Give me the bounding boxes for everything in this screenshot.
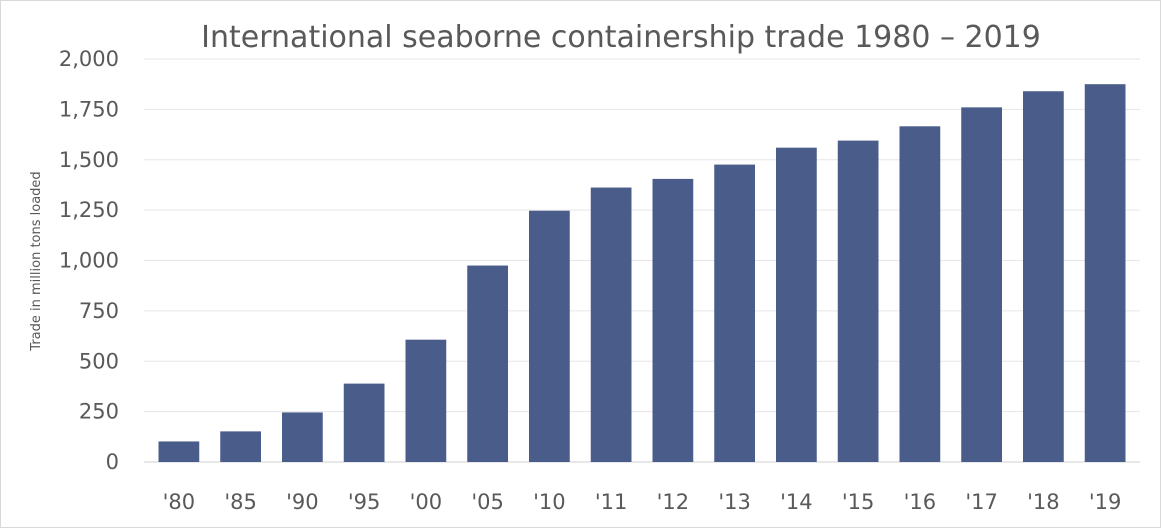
x-tick-label: '80 [163,490,196,514]
y-tick-label: 500 [79,349,119,373]
y-tick-label: 1,000 [59,249,119,273]
x-tick-label: '11 [595,490,628,514]
bar [343,383,385,462]
bar [528,210,570,462]
gridlines [144,58,1140,463]
x-tick-label: '10 [533,490,566,514]
bar [899,126,941,463]
y-tick-label: 0 [106,450,119,474]
x-tick-label: '90 [286,490,319,514]
bar [158,441,200,462]
bar [405,339,447,462]
y-axis-title: Trade in million tons loaded [29,171,44,351]
bar [714,164,756,462]
x-tick-label: '17 [965,490,998,514]
x-tick-label: '05 [471,490,504,514]
bar [775,147,817,462]
y-tick-label: 1,250 [59,198,119,222]
x-tick-label: '18 [1027,490,1060,514]
bar [220,431,262,462]
bar [837,140,879,463]
bar [652,178,694,462]
y-tick-label: 250 [79,400,119,424]
y-tick-label: 2,000 [59,47,119,71]
x-tick-label: '16 [904,490,937,514]
y-tick-label: 1,750 [59,97,119,121]
bar [1084,84,1126,462]
chart-title: International seaborne containership tra… [201,20,1041,55]
x-tick-label: '85 [224,490,257,514]
bar [961,107,1003,463]
x-tick-label: '15 [842,490,875,514]
x-tick-label: '13 [718,490,751,514]
x-tick-label: '14 [780,490,813,514]
bar [1022,91,1064,463]
x-tick-label: '19 [1089,490,1122,514]
bar [467,265,509,462]
y-tick-labels: 0 250 500 750 1,000 1,250 1,500 1,750 2,000 [59,47,119,474]
bars [158,84,1126,463]
bar [281,412,323,462]
x-tick-label: '95 [348,490,381,514]
y-tick-label: 1,500 [59,148,119,172]
y-tick-label: 750 [79,299,119,323]
x-tick-labels: '80 '85 '90 '95 '00 '05 '10 '11 '12 '13 '14 '15 '16 '… [163,490,1122,514]
x-tick-label: '00 [410,490,443,514]
x-tick-label: '12 [657,490,690,514]
bar [590,187,632,462]
